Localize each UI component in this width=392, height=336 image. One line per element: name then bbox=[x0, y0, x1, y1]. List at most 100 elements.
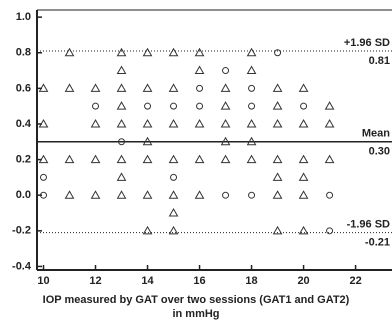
point bbox=[142, 190, 153, 199]
point bbox=[222, 67, 230, 75]
point bbox=[196, 102, 204, 110]
reference-value: 0.81 bbox=[369, 55, 390, 67]
point bbox=[220, 83, 231, 92]
point bbox=[90, 154, 101, 164]
point bbox=[324, 101, 335, 110]
reference-label: -1.96 SD bbox=[347, 219, 390, 231]
point bbox=[274, 49, 282, 57]
point bbox=[222, 191, 230, 199]
point bbox=[194, 190, 205, 199]
point bbox=[246, 65, 257, 75]
reference-label: Mean bbox=[362, 128, 390, 140]
point bbox=[40, 173, 48, 181]
point bbox=[248, 84, 256, 92]
point bbox=[116, 47, 127, 57]
point bbox=[142, 83, 153, 92]
point bbox=[298, 83, 309, 92]
point bbox=[298, 172, 309, 181]
point bbox=[168, 83, 179, 92]
point bbox=[168, 118, 179, 128]
x-tick-label: 20 bbox=[297, 275, 309, 287]
point bbox=[40, 191, 48, 199]
point bbox=[116, 154, 127, 164]
y-tick-label: -0.2 bbox=[12, 225, 31, 237]
point bbox=[246, 154, 257, 164]
point bbox=[194, 65, 205, 75]
point bbox=[64, 47, 75, 57]
y-tick-label: 1.0 bbox=[16, 11, 31, 23]
point bbox=[220, 154, 231, 164]
point bbox=[90, 190, 101, 199]
y-tick-label: 0.6 bbox=[16, 82, 31, 94]
point bbox=[300, 102, 308, 110]
point bbox=[298, 225, 309, 235]
point bbox=[116, 83, 127, 92]
x-tick-label: 12 bbox=[89, 275, 101, 287]
x-tick-label: 14 bbox=[141, 275, 154, 287]
x-tick-label: 10 bbox=[37, 275, 49, 287]
point bbox=[90, 83, 101, 92]
point bbox=[170, 102, 178, 110]
point bbox=[38, 118, 49, 128]
point bbox=[246, 47, 257, 57]
point bbox=[272, 172, 283, 181]
y-tick-label: 0.2 bbox=[16, 153, 31, 165]
point bbox=[38, 83, 49, 92]
point bbox=[142, 136, 153, 146]
x-tick-label: 16 bbox=[193, 275, 205, 287]
point bbox=[248, 102, 256, 110]
y-tick-label: 0.0 bbox=[16, 189, 31, 201]
point bbox=[168, 208, 179, 217]
point bbox=[246, 136, 257, 146]
point bbox=[90, 118, 101, 128]
point bbox=[92, 102, 100, 110]
point bbox=[116, 118, 127, 128]
point bbox=[142, 118, 153, 128]
point bbox=[142, 154, 153, 164]
point bbox=[298, 190, 309, 199]
point bbox=[194, 154, 205, 164]
x-tick-label: 18 bbox=[245, 275, 257, 287]
point bbox=[194, 47, 205, 57]
point bbox=[64, 154, 75, 164]
point bbox=[220, 101, 231, 110]
point bbox=[64, 190, 75, 199]
point bbox=[272, 225, 283, 235]
point bbox=[272, 154, 283, 164]
reference-label: +1.96 SD bbox=[344, 37, 390, 49]
point bbox=[64, 83, 75, 92]
point bbox=[272, 190, 283, 199]
point bbox=[272, 118, 283, 128]
y-tick-label: 0.4 bbox=[16, 118, 32, 130]
point bbox=[194, 118, 205, 128]
y-tick-label: -0.4 bbox=[12, 260, 32, 272]
point bbox=[324, 118, 335, 128]
point bbox=[196, 84, 204, 92]
x-axis-title: IOP measured by GAT over two sessions (G… bbox=[43, 294, 350, 306]
x-tick-label: 22 bbox=[349, 275, 361, 287]
y-tick-label: 0.8 bbox=[16, 47, 31, 59]
x-axis-title: in mmHg bbox=[172, 308, 219, 320]
point bbox=[38, 154, 49, 164]
point bbox=[220, 118, 231, 128]
point bbox=[168, 190, 179, 199]
point bbox=[116, 101, 127, 110]
point bbox=[326, 191, 334, 199]
point bbox=[220, 136, 231, 146]
point bbox=[116, 65, 127, 75]
point bbox=[118, 138, 126, 146]
point bbox=[168, 225, 179, 235]
point bbox=[246, 118, 257, 128]
point bbox=[272, 101, 283, 110]
point bbox=[116, 172, 127, 181]
point bbox=[272, 83, 283, 92]
point bbox=[168, 47, 179, 57]
point bbox=[326, 227, 334, 235]
reference-value: -0.21 bbox=[365, 237, 390, 249]
point bbox=[142, 47, 153, 57]
point bbox=[168, 154, 179, 164]
point bbox=[170, 173, 178, 181]
point bbox=[144, 102, 152, 110]
point bbox=[142, 225, 153, 235]
